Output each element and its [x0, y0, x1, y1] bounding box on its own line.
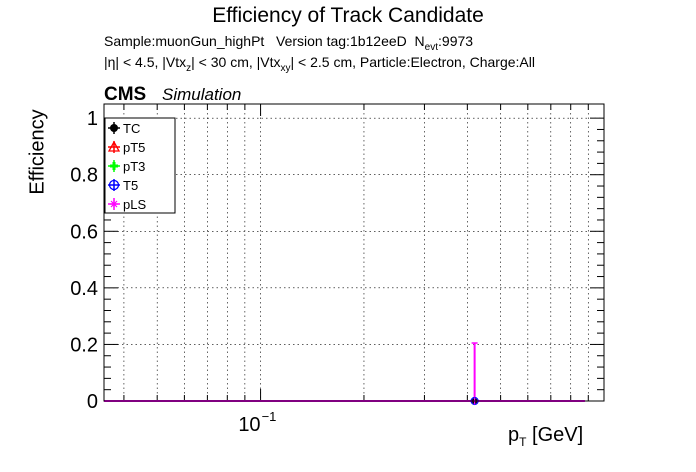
sample-info-line: Sample:muonGun_highPt Version tag:1b12ee…	[104, 33, 473, 53]
legend: TC pT5 pT3 T5 pLS	[104, 117, 176, 214]
axis-ticks	[104, 104, 605, 402]
vtxz-cut: | < 30 cm,	[191, 54, 253, 70]
nevt-subscript: evt	[424, 41, 439, 53]
legend-label: T5	[123, 178, 138, 193]
legend-marker-triangle	[107, 140, 121, 152]
legend-entry-TC: TC	[108, 121, 140, 136]
vtxz-label: |Vtx	[162, 54, 187, 70]
sample-name: Sample:muonGun_highPt	[104, 33, 265, 49]
simulation-label: Simulation	[162, 85, 242, 104]
legend-label: pT3	[123, 159, 145, 174]
y-tick-label: 0.6	[70, 221, 98, 243]
y-tick-labels: 0 0.2 0.4 0.6 0.8 1	[70, 108, 98, 413]
legend-marker-cross	[110, 162, 118, 170]
vtxxy-subscript: xy	[280, 62, 291, 74]
x-axis-label-main: p	[508, 424, 520, 446]
y-tick-label: 0.2	[70, 334, 98, 356]
legend-entry-pT3: pT3	[108, 159, 145, 174]
x-tick-label-exponent: −1	[262, 409, 277, 424]
legend-entry-T5: T5	[108, 178, 138, 193]
y-tick-label: 0.4	[70, 278, 98, 300]
legend-marker-open-circle	[108, 179, 120, 191]
nevt-label: N	[414, 33, 425, 49]
data-points	[470, 342, 479, 406]
x-axis-label-subscript: T	[519, 435, 527, 449]
legend-entry-pLS: pLS	[108, 197, 146, 212]
legend-entry-pT5: pT5	[107, 140, 145, 155]
y-tick-label: 0	[87, 391, 98, 413]
legend-marker-filled-circle	[110, 124, 118, 132]
legend-label: TC	[123, 121, 140, 136]
x-tick-base: 10	[238, 414, 260, 436]
legend-label: pT5	[123, 140, 145, 155]
x-tick-labels: 10 −1	[238, 409, 276, 436]
y-tick-label: 0.8	[70, 165, 98, 187]
chart-title: Efficiency of Track Candidate	[212, 4, 484, 27]
legend-label: pLS	[123, 197, 146, 212]
nevt-value: :9973	[438, 33, 474, 49]
x-axis-label-unit: [GeV]	[532, 424, 584, 446]
selection-cuts-line: |η| < 4.5, |Vtxz| < 30 cm, |Vtxxy| < 2.5…	[104, 54, 535, 74]
vtxxy-label: |Vtx	[256, 54, 281, 70]
eta-cut: |η| < 4.5,	[104, 54, 159, 70]
plot-frame	[103, 103, 605, 402]
vtxz-subscript: z	[186, 62, 192, 74]
vtxxy-cut: | < 2.5 cm, Particle:Electron, Charge:Al…	[290, 54, 535, 70]
x-tick-label-0.1: 10	[238, 414, 260, 436]
y-tick-label: 1	[87, 108, 98, 130]
grid-lines	[104, 104, 605, 401]
legend-marker-star	[110, 200, 118, 208]
x-axis-label: pT [GeV]	[508, 424, 583, 449]
version-tag: Version tag:1b12eeD	[276, 33, 407, 49]
cms-label: CMS	[104, 84, 147, 105]
